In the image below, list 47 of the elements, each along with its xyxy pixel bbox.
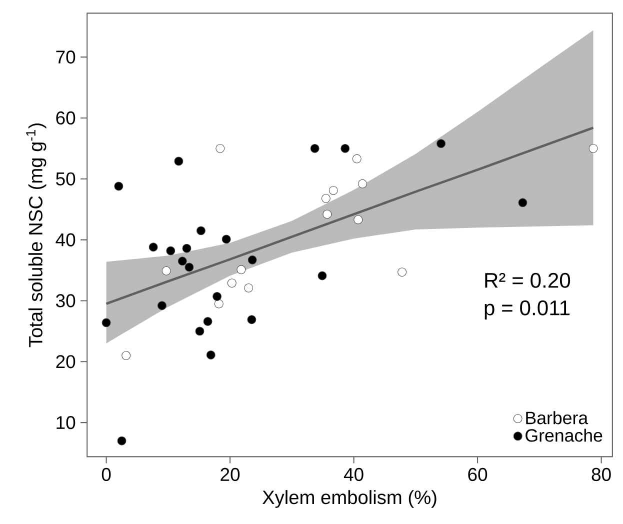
annotation: R² = 0.20 xyxy=(485,272,570,288)
point xyxy=(166,246,176,256)
point xyxy=(222,234,231,244)
y-tick-label: 60 xyxy=(56,111,76,125)
y-tick-label: 20 xyxy=(56,355,76,368)
y-axis-title: Total soluble NSC (mg g$^{-1}$) xyxy=(26,123,46,348)
y-tick-label: 30 xyxy=(56,294,76,308)
annotation: p = 0.011 xyxy=(484,300,570,320)
point xyxy=(436,139,446,148)
point xyxy=(212,292,222,301)
point xyxy=(310,144,320,153)
point xyxy=(196,226,206,236)
point xyxy=(162,266,171,276)
point xyxy=(114,182,124,191)
point xyxy=(236,265,246,274)
point xyxy=(195,326,204,336)
x-tick-label: 80 xyxy=(592,468,611,482)
point xyxy=(248,255,257,264)
point xyxy=(588,144,598,153)
point xyxy=(174,156,184,166)
x-tick-label: 0 xyxy=(102,468,111,482)
point xyxy=(322,210,332,219)
point xyxy=(206,350,216,360)
point xyxy=(157,301,166,310)
point xyxy=(178,256,187,266)
y-tick-label: 50 xyxy=(56,172,76,186)
point xyxy=(182,244,192,253)
point xyxy=(358,179,367,188)
point xyxy=(247,315,256,324)
x-axis-title: Xylem embolism (%) xyxy=(262,490,436,508)
point xyxy=(354,215,363,224)
x-tick-label: 20 xyxy=(220,468,240,482)
y-tick-label: 70 xyxy=(56,50,76,64)
y-tick-label: 40 xyxy=(56,233,76,246)
point xyxy=(117,436,126,446)
legend-label: Barbera xyxy=(526,411,588,424)
point xyxy=(102,318,111,328)
point xyxy=(148,242,158,252)
x-tick-label: 60 xyxy=(468,468,488,482)
y-tick-label: 10 xyxy=(56,416,76,430)
legend-label: Grenache xyxy=(526,428,602,442)
point xyxy=(318,271,327,280)
x-tick-label: 40 xyxy=(344,468,364,482)
point xyxy=(518,198,528,208)
point xyxy=(340,144,350,153)
point xyxy=(184,262,194,272)
point xyxy=(203,316,212,326)
